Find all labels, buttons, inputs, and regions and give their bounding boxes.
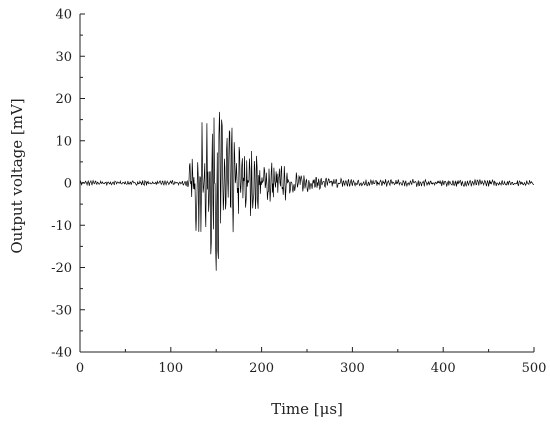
y-tick-label: -20 [51, 261, 72, 276]
y-axis-label: Output voltage [mV] [8, 98, 26, 253]
x-tick-label: 500 [522, 361, 547, 376]
y-ticks: 40 30 20 10 0 -10 -20 -30 -40 [51, 8, 85, 361]
x-tick-label: 0 [76, 361, 84, 376]
x-tick-label: 200 [249, 361, 274, 376]
y-tick-label: -10 [51, 219, 72, 234]
x-tick-label: 400 [431, 361, 456, 376]
signal-trace [79, 111, 535, 271]
y-tick-label: -30 [51, 303, 72, 318]
x-ticks: 0 100 200 300 400 500 [76, 347, 547, 376]
y-tick-label: -40 [51, 346, 72, 361]
x-tick-label: 100 [158, 361, 183, 376]
x-axis-label: Time [μs] [271, 400, 343, 418]
y-tick-label: 0 [64, 177, 72, 192]
signal-line [79, 111, 535, 271]
y-tick-label: 30 [55, 50, 72, 65]
y-tick-label: 40 [55, 8, 72, 23]
y-tick-label: 10 [55, 134, 72, 149]
y-tick-label: 20 [55, 92, 72, 107]
x-tick-label: 300 [340, 361, 365, 376]
